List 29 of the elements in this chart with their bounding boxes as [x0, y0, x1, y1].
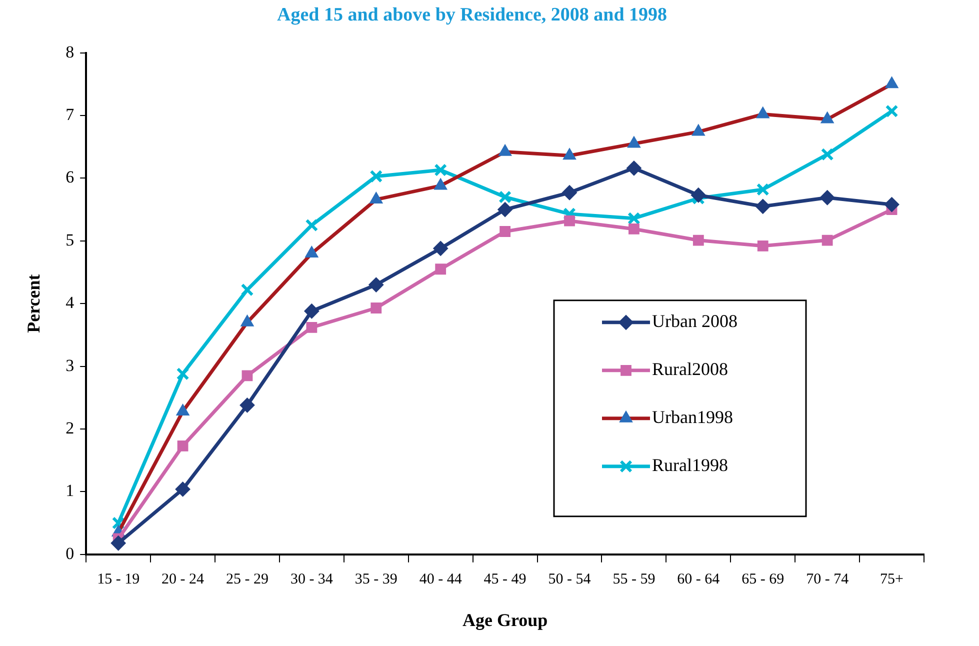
x-axis-title: Age Group [462, 610, 548, 630]
y-tick-label: 8 [66, 42, 74, 62]
y-tick-label: 4 [66, 293, 75, 312]
x-tick-label: 75+ [880, 571, 904, 588]
legend-label: Urban1998 [652, 407, 733, 428]
y-tick-label: 1 [66, 481, 74, 500]
chart-title: Aged 15 and above by Residence, 2008 and 1998 [276, 4, 668, 26]
x-tick-label: 65 - 69 [742, 571, 784, 588]
y-tick-label: 2 [66, 418, 74, 438]
x-tick-label: 20 - 24 [162, 571, 205, 588]
x-tick-label: 15 - 19 [97, 571, 140, 588]
y-tick-label: 0 [66, 544, 74, 563]
x-tick-label: 60 - 64 [677, 571, 720, 588]
x-tick-label: 70 - 74 [806, 571, 850, 588]
legend-label: Rural1998 [652, 455, 728, 476]
x-tick-label: 40 - 44 [419, 571, 462, 588]
legend-label: Rural2008 [652, 359, 728, 380]
y-tick-label: 6 [66, 168, 74, 187]
y-tick-label: 7 [66, 104, 75, 124]
x-tick-label: 50 - 54 [548, 571, 592, 588]
y-tick-label: 3 [66, 356, 74, 375]
x-tick-label: 55 - 59 [612, 571, 656, 588]
legend-label: Urban 2008 [652, 311, 738, 332]
x-tick-label: 25 - 29 [226, 571, 268, 588]
x-tick-label: 45 - 49 [484, 571, 526, 588]
y-axis-title: Percent [23, 274, 44, 333]
y-tick-label: 5 [66, 230, 74, 250]
x-tick-label: 30 - 34 [290, 571, 334, 588]
x-tick-label: 35 - 39 [354, 571, 398, 588]
